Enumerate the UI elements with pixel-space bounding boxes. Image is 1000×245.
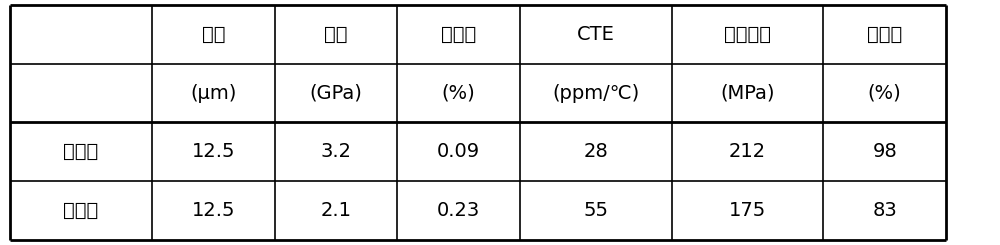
Text: CTE: CTE bbox=[577, 25, 614, 44]
Text: 0.09: 0.09 bbox=[437, 142, 480, 161]
Text: 12.5: 12.5 bbox=[192, 142, 235, 161]
Text: 实施例: 实施例 bbox=[63, 142, 99, 161]
Text: 厅度: 厅度 bbox=[202, 25, 225, 44]
Text: 212: 212 bbox=[729, 142, 766, 161]
Text: 83: 83 bbox=[872, 201, 897, 220]
Text: 0.23: 0.23 bbox=[437, 201, 480, 220]
Text: 175: 175 bbox=[729, 201, 766, 220]
Text: (%): (%) bbox=[441, 84, 475, 103]
Text: 28: 28 bbox=[583, 142, 608, 161]
Text: (MPa): (MPa) bbox=[720, 84, 775, 103]
Text: 98: 98 bbox=[872, 142, 897, 161]
Text: 对比例: 对比例 bbox=[63, 201, 99, 220]
Text: 伸长率: 伸长率 bbox=[867, 25, 902, 44]
Text: 12.5: 12.5 bbox=[192, 201, 235, 220]
Text: 模量: 模量 bbox=[324, 25, 348, 44]
Text: (ppm/℃): (ppm/℃) bbox=[552, 84, 639, 103]
Text: (%): (%) bbox=[868, 84, 902, 103]
Text: 55: 55 bbox=[583, 201, 608, 220]
Text: 3.2: 3.2 bbox=[320, 142, 351, 161]
Text: 拉伸强度: 拉伸强度 bbox=[724, 25, 771, 44]
Text: 2.1: 2.1 bbox=[320, 201, 351, 220]
Text: (GPa): (GPa) bbox=[309, 84, 362, 103]
Text: (μm): (μm) bbox=[190, 84, 237, 103]
Text: 收缩率: 收缩率 bbox=[441, 25, 476, 44]
